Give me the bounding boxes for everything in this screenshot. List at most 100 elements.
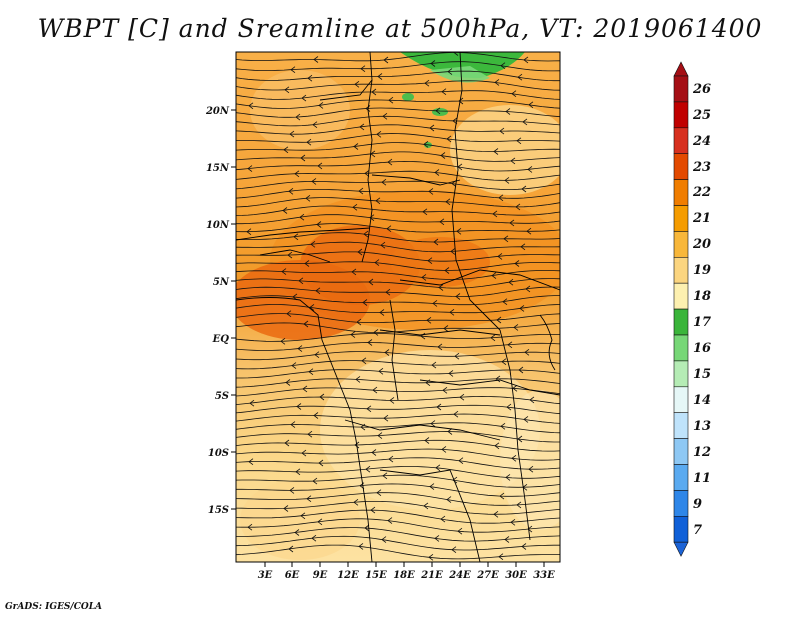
colorbar-label: 21 [692,211,711,226]
streamlines [236,52,560,561]
streamline-arrow [514,260,520,267]
streamline-arrow [351,268,357,276]
streamline [236,544,560,560]
colorbar-swatch [673,127,689,155]
streamline [236,404,560,415]
streamline-arrow [434,169,440,176]
streamline-arrow [441,88,447,96]
streamline-arrow [370,506,376,514]
streamline-arrow [444,267,450,274]
streamline-arrow [380,241,386,249]
streamline-arrow [528,465,534,473]
streamline-arrow [447,428,453,435]
colorbar-swatch [673,438,689,465]
streamline-arrow [307,74,313,82]
streamline-arrow [247,165,253,172]
streamline-arrow [368,278,374,286]
streamline-arrow [283,146,289,154]
streamline-arrow [445,198,451,206]
streamline [236,518,560,533]
streamline [236,322,560,333]
streamline-arrow [523,416,529,423]
colorbar-label: 23 [692,160,711,175]
streamline-arrow [354,441,360,449]
streamline-arrow [377,73,383,80]
colorbar-label: 17 [693,315,711,330]
streamline [236,52,560,62]
colorbar-label: 19 [693,263,711,278]
streamline-arrow [246,228,252,236]
map-title: WBPT [C] and Sreamline at 500hPa, VT: 20… [37,14,763,43]
streamline-arrow [458,457,464,465]
streamline [236,80,560,91]
streamline [236,333,560,342]
streamline [236,439,560,452]
colorbar-swatch [673,256,689,284]
streamline [236,70,560,82]
colorbar-swatch [673,308,689,336]
streamline-arrow [519,305,525,312]
lon-tick-label: 15E [365,570,387,581]
streamline-arrow [303,320,309,328]
colorbar-label: 12 [693,445,711,460]
streamline-arrow [381,178,387,186]
streamline-arrow [529,396,535,404]
streamline-arrow [424,437,430,444]
streamline-arrow [453,410,459,418]
streamline-arrow [446,496,452,503]
streamline-arrow [384,349,390,356]
streamline-arrow [389,397,395,404]
streamline [236,160,560,172]
streamline-arrow [291,362,297,369]
streamline-arrow [358,187,364,195]
streamline-arrow [516,137,522,145]
streamline-arrow [300,512,306,520]
streamline-arrow [294,529,300,536]
streamline-arrow [357,248,363,256]
colorbar-swatch [673,412,689,439]
streamline-arrow [289,130,295,138]
streamline-arrow [506,403,512,411]
streamline-arrow [440,515,446,523]
streamline-arrow [388,96,394,104]
streamline-arrow [361,357,367,365]
streamline-arrow [308,368,314,376]
streamline-arrow [311,178,317,185]
streamline-arrow [435,107,441,115]
streamline-arrow [355,376,361,383]
streamline-arrow [350,331,356,338]
streamline-arrow [497,253,503,260]
streamline [236,492,560,506]
streamline-arrow [300,154,306,162]
streamline [236,151,560,162]
streamline-arrow [305,194,311,202]
streamline [236,395,560,405]
streamline-arrow [493,510,499,518]
streamline-arrow [526,227,532,235]
streamline-arrow [524,348,530,356]
streamline-arrow [302,385,308,393]
streamline-arrow [521,185,527,193]
colorbar-swatch [673,334,689,362]
streamline-arrow [288,187,294,195]
streamline-arrow [360,65,366,73]
streamline-arrow [280,337,286,345]
streamline [236,180,560,190]
streamline [236,197,560,208]
lon-tick-label: 27E [476,570,499,581]
streamline [236,535,560,551]
streamline-arrow [248,102,254,110]
colorbar-swatch [673,205,689,232]
streamline-arrow [249,399,255,407]
lon-tick-label: 12E [337,570,359,581]
streamline-arrow [284,439,290,447]
colorbar-bottom-arrow [673,541,689,557]
streamline-arrow [452,117,458,125]
streamline-arrow [509,219,515,227]
lon-tick-label: 21E [420,570,443,581]
lon-tick-label: 6E [285,570,300,581]
streamline-arrow [358,543,364,550]
lon-tick-label: 9E [313,570,328,581]
streamline-arrow [454,352,460,360]
